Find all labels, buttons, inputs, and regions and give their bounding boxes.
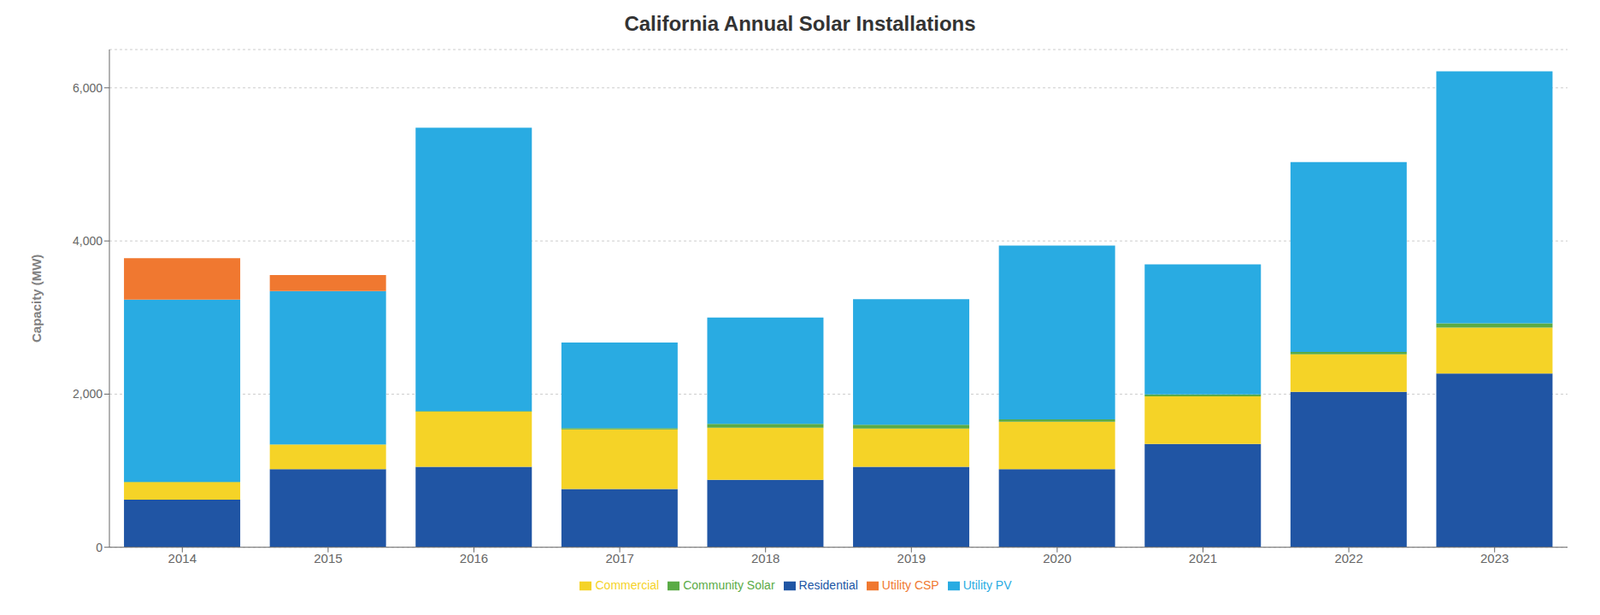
svg-text:Capacity (MW): Capacity (MW) <box>29 254 44 343</box>
svg-text:4,000: 4,000 <box>72 234 103 248</box>
svg-text:2015: 2015 <box>313 551 342 566</box>
svg-text:2017: 2017 <box>605 551 634 566</box>
html-text:Residential: Residential <box>798 578 858 593</box>
html-text:California Annual Solar Instal: California Annual Solar Installations <box>624 11 976 36</box>
svg-text:2022: 2022 <box>1334 551 1363 566</box>
svg-text:2016: 2016 <box>459 551 489 566</box>
svg-text:2019: 2019 <box>897 551 926 566</box>
svg-text:2,000: 2,000 <box>72 387 103 401</box>
html-text:Community Solar: Community Solar <box>683 578 775 593</box>
svg-text:2018: 2018 <box>751 551 780 566</box>
html-text:Utility PV: Utility PV <box>962 578 1012 593</box>
svg-text:0: 0 <box>95 541 103 555</box>
html-text:Utility CSP: Utility CSP <box>881 578 940 593</box>
html-text:Commercial: Commercial <box>595 578 660 593</box>
svg-text:2023: 2023 <box>1480 551 1509 566</box>
svg-text:6,000: 6,000 <box>72 81 103 95</box>
svg-text:2020: 2020 <box>1042 551 1071 566</box>
svg-text:2014: 2014 <box>168 551 197 566</box>
svg-text:2021: 2021 <box>1188 551 1218 566</box>
